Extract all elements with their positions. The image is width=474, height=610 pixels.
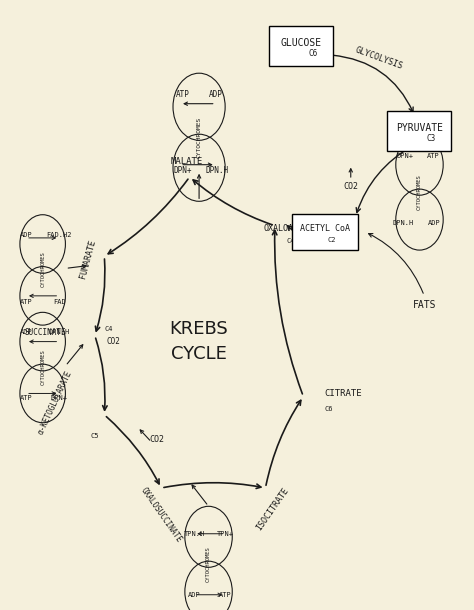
Text: C6: C6 xyxy=(325,406,333,412)
Text: CO2: CO2 xyxy=(107,337,121,346)
Text: α-KETOGLUTARATE: α-KETOGLUTARATE xyxy=(36,369,73,436)
Text: DPN+: DPN+ xyxy=(51,395,68,401)
Text: KREBS
CYCLE: KREBS CYCLE xyxy=(170,320,228,363)
Text: ACETYL CoA: ACETYL CoA xyxy=(300,224,350,233)
Text: TPN.H: TPN.H xyxy=(184,531,205,537)
Text: C5: C5 xyxy=(91,433,99,439)
Text: ADP: ADP xyxy=(209,90,223,99)
Text: C4: C4 xyxy=(287,238,295,244)
Text: C6: C6 xyxy=(308,49,318,57)
Text: CYTOCHROMES: CYTOCHROMES xyxy=(197,117,201,158)
Text: ATP: ATP xyxy=(175,90,190,99)
Text: ADP: ADP xyxy=(188,592,201,598)
Text: ISOCITRATE: ISOCITRATE xyxy=(255,486,291,533)
Text: C2: C2 xyxy=(328,237,336,243)
Text: ADP: ADP xyxy=(20,232,32,238)
Text: PYRUVATE: PYRUVATE xyxy=(396,123,443,133)
Text: ATP: ATP xyxy=(20,299,32,305)
Text: CYTOCHROMES: CYTOCHROMES xyxy=(40,252,45,287)
Text: CYTOCHROMES: CYTOCHROMES xyxy=(206,547,211,582)
Text: DPN+: DPN+ xyxy=(397,152,414,159)
Text: FAD: FAD xyxy=(53,299,65,305)
Text: DPN.H: DPN.H xyxy=(206,167,228,175)
Text: ATP: ATP xyxy=(219,592,231,598)
Text: CO2: CO2 xyxy=(149,435,164,443)
Text: CITRATE: CITRATE xyxy=(325,389,362,398)
Text: C3: C3 xyxy=(427,134,436,143)
Text: CO2: CO2 xyxy=(343,182,358,190)
Text: DPN.H: DPN.H xyxy=(49,329,70,336)
Text: CYTOCHROMES: CYTOCHROMES xyxy=(40,350,45,385)
Text: SUCCINATE: SUCCINATE xyxy=(25,328,66,337)
Text: FUMARATE: FUMARATE xyxy=(78,239,97,280)
Text: OXALOACETATE: OXALOACETATE xyxy=(263,224,323,233)
Text: GLUCOSE: GLUCOSE xyxy=(281,38,321,48)
Text: C4: C4 xyxy=(104,326,113,332)
Text: ADP: ADP xyxy=(428,220,441,226)
Text: ADP: ADP xyxy=(20,329,32,336)
FancyBboxPatch shape xyxy=(269,26,333,65)
Text: GLYCOLYSIS: GLYCOLYSIS xyxy=(354,45,404,71)
FancyBboxPatch shape xyxy=(387,111,451,151)
Text: CYTOCHROMES: CYTOCHROMES xyxy=(417,174,422,210)
Text: TPN+: TPN+ xyxy=(217,531,234,537)
Text: FAD.H2: FAD.H2 xyxy=(46,232,72,238)
Text: ATP: ATP xyxy=(20,395,32,401)
Text: DPN+: DPN+ xyxy=(173,167,192,175)
Text: MALATE: MALATE xyxy=(171,157,203,166)
Text: ATP: ATP xyxy=(428,152,440,159)
FancyBboxPatch shape xyxy=(292,214,358,250)
Text: DPN.H: DPN.H xyxy=(392,220,413,226)
Text: OXALOSUCCINATE: OXALOSUCCINATE xyxy=(139,486,183,545)
Text: FATS: FATS xyxy=(412,300,436,310)
